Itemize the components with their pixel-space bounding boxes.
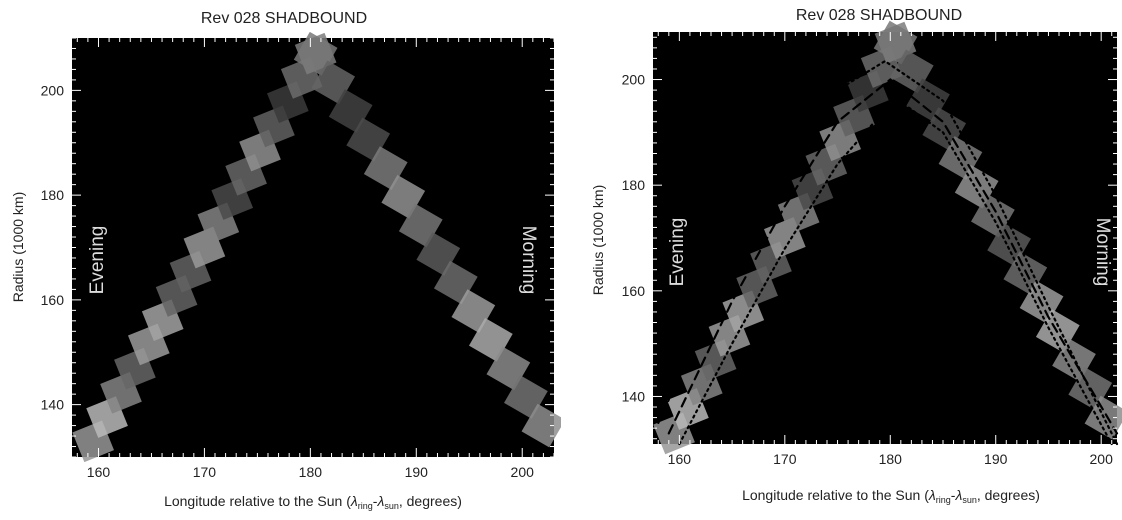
x-axis-label-main: Longitude relative to the Sun ( <box>164 493 351 509</box>
x-axis-label: Longitude relative to the Sun (λring-λsu… <box>742 487 1040 505</box>
dotted-curve <box>657 59 1119 446</box>
chart-panel-left: Rev 028 SHADBOUND 160 170 180 190 200 140 160 1… <box>0 0 566 515</box>
plot-area <box>72 38 554 457</box>
x-tick-label: 170 <box>193 464 217 480</box>
x-axis-label-sub-ring: ring <box>358 501 373 511</box>
x-tick-label: 200 <box>1090 451 1114 467</box>
chart-title: Rev 028 SHADBOUND <box>201 10 367 27</box>
ridge-image <box>72 31 566 463</box>
axis-ticks: 160 170 180 190 200 140 160 180 200 <box>41 37 555 480</box>
x-tick-label: 180 <box>879 451 903 467</box>
y-tick-label: 160 <box>41 292 65 308</box>
y-tick-label: 160 <box>622 283 646 299</box>
y-tick-label: 180 <box>622 177 646 193</box>
x-tick-label: 180 <box>299 464 323 480</box>
x-axis-label: Longitude relative to the Sun (λring-λsu… <box>164 493 462 511</box>
chart-right-svg: Rev 028 SHADBOUND 160 170 180 190 2001401601… <box>590 7 1122 505</box>
x-axis-label-sub-sun: sun <box>962 495 977 505</box>
y-tick-label: 140 <box>41 397 65 413</box>
x-tick-label: 190 <box>405 464 429 480</box>
y-tick-label: 200 <box>622 72 646 88</box>
x-tick-label: 190 <box>984 451 1008 467</box>
y-axis-label: Radius (1000 km) <box>10 192 26 303</box>
y-axis-label: Radius (1000 km) <box>590 185 606 296</box>
y-tick-label: 140 <box>622 388 646 404</box>
annotation-evening: Evening <box>667 218 688 287</box>
y-tick-label: 200 <box>41 82 65 98</box>
x-axis-label-sub-ring: ring <box>936 495 951 505</box>
x-axis-label-tail: , degrees) <box>399 493 462 509</box>
chart-left-svg: Rev 028 SHADBOUND 160 170 180 190 2001401601… <box>10 10 566 511</box>
x-axis-label-lambda-2: λ <box>376 493 384 509</box>
x-axis-label-lambda-1: λ <box>350 493 358 509</box>
x-axis-label-main: Longitude relative to the Sun ( <box>742 487 929 503</box>
x-tick-label: 170 <box>773 451 797 467</box>
x-axis-label-tail: , degrees) <box>977 487 1040 503</box>
annotation-evening: Evening <box>87 226 108 295</box>
x-axis-label-lambda-1: λ <box>928 487 936 503</box>
x-tick-label: 160 <box>668 451 692 467</box>
x-axis-label-sub-sun: sun <box>384 501 399 511</box>
x-axis-label-lambda-2: λ <box>954 487 962 503</box>
chart-title: Rev 028 SHADBOUND <box>796 7 962 24</box>
axis-ticks: 160 170 180 190 200 140 160 180 200 <box>622 32 1117 467</box>
x-axis-label-dash: - <box>951 487 956 503</box>
x-tick-label: 160 <box>87 464 111 480</box>
dashed-curve <box>667 78 1119 435</box>
y-tick-label: 180 <box>41 187 65 203</box>
chart-panel-right: Rev 028 SHADBOUND 160 170 180 190 200 140 160 1… <box>561 0 1122 515</box>
x-tick-label: 200 <box>511 464 535 480</box>
x-axis-label-dash: - <box>373 493 378 509</box>
annotation-morning: Morning <box>518 226 539 295</box>
model-curves <box>657 59 1119 446</box>
dotted-curve <box>678 96 1113 446</box>
annotation-morning: Morning <box>1092 218 1113 287</box>
ridge-tile <box>521 403 566 448</box>
